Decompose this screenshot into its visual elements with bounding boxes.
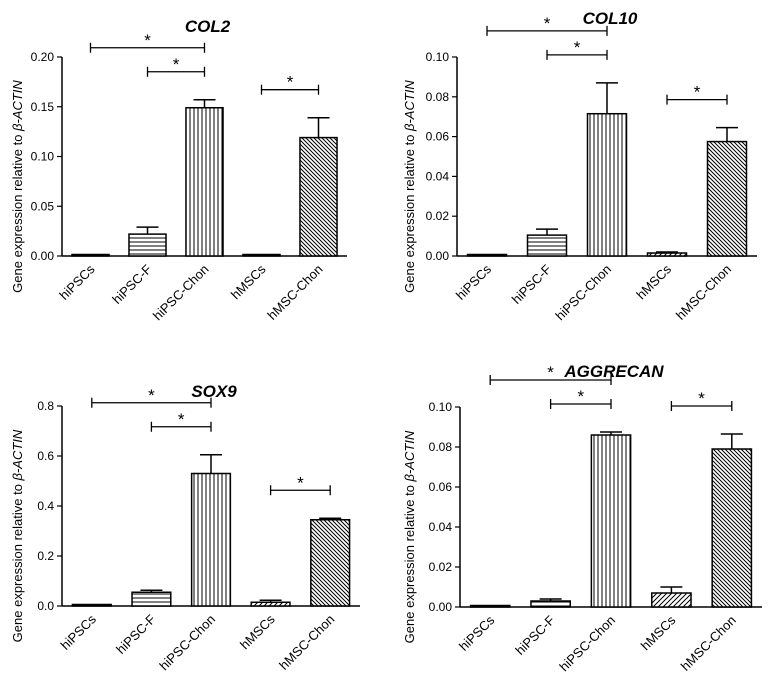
bar: [646, 252, 688, 257]
significance-star: *: [698, 389, 705, 408]
y-tick-label: 0.20: [31, 50, 55, 64]
bar: [706, 140, 748, 257]
bar: [466, 253, 508, 257]
bar: [590, 434, 632, 608]
x-category-label: hiPSC-F: [512, 612, 557, 657]
chart-title: AGGRECAN: [563, 362, 664, 381]
x-category-label: hMSC-Chon: [678, 613, 739, 674]
y-axis-label-gene: β-ACTIN: [402, 430, 417, 482]
y-tick-label: 0.2: [37, 549, 54, 563]
y-tick-label: 0.8: [37, 399, 54, 413]
significance-star: *: [694, 83, 701, 102]
y-tick-label: 0.00: [429, 600, 453, 614]
x-category-label: hiPSC-F: [509, 261, 554, 306]
bar: [310, 519, 351, 607]
y-tick-label: 0.10: [429, 400, 453, 414]
bar: [651, 592, 692, 608]
y-axis-label: Gene expression relative to β-ACTIN: [10, 429, 25, 642]
significance-star: *: [577, 387, 584, 406]
bar: [185, 106, 224, 257]
y-tick-label: 0.04: [426, 169, 450, 183]
x-category-label: hiPSCs: [453, 261, 495, 303]
x-category-label: hiPSC-Chon: [556, 613, 618, 675]
y-axis-label-prefix: Gene expression relative to: [10, 131, 25, 293]
y-tick-label: 0.10: [426, 50, 450, 64]
y-tick-label: 0.02: [429, 560, 453, 574]
x-category-label: hiPSCs: [456, 612, 498, 654]
bar: [711, 448, 753, 608]
y-tick-label: 0.00: [31, 249, 55, 263]
significance-star: *: [178, 410, 185, 429]
y-axis-label-prefix: Gene expression relative to: [10, 480, 25, 642]
y-axis-label-gene: β-ACTIN: [10, 80, 25, 132]
bar: [242, 253, 281, 257]
y-axis-label: Gene expression relative to β-ACTIN: [10, 80, 25, 293]
y-tick-label: 0.08: [429, 440, 453, 454]
significance-star: *: [287, 73, 294, 92]
bar: [469, 604, 511, 608]
y-axis-label-gene: β-ACTIN: [10, 429, 25, 481]
x-category-label: hiPSC-F: [109, 261, 154, 306]
x-category-label: hiPSCs: [56, 261, 98, 303]
bar: [190, 472, 232, 607]
x-category-label: hMSCs: [633, 261, 674, 302]
significance-star: *: [297, 473, 304, 492]
bar: [131, 591, 172, 607]
x-category-label: hiPSC-Chon: [156, 612, 218, 674]
x-category-label: hMSC-Chon: [673, 262, 734, 323]
y-tick-label: 0.15: [31, 100, 55, 114]
y-tick-label: 0.00: [426, 249, 450, 263]
y-tick-label: 0.04: [429, 520, 453, 534]
bar: [250, 601, 291, 607]
significance-star: *: [148, 386, 155, 405]
y-axis-label-prefix: Gene expression relative to: [402, 131, 417, 293]
chart-panel-sox9: SOX9 Gene expression relative to β-ACTIN 0…: [10, 382, 360, 673]
x-category-label: hiPSC-Chon: [150, 262, 212, 324]
chart-panel-col10: COL10 Gene expression relative to β-ACTIN…: [402, 9, 757, 323]
y-tick-label: 0.10: [31, 150, 55, 164]
x-category-label: hiPSC-Chon: [552, 262, 614, 324]
y-tick-label: 0.06: [426, 130, 450, 144]
bar: [299, 136, 338, 257]
significance-star: *: [574, 38, 581, 57]
significance-star: *: [547, 363, 554, 382]
significance-star: *: [144, 31, 151, 50]
x-category-label: hMSC-Chon: [264, 262, 325, 323]
x-category-label: hMSCs: [638, 612, 679, 653]
y-tick-label: 0.4: [37, 499, 54, 513]
significance-star: *: [173, 55, 180, 74]
y-tick-label: 0.05: [31, 199, 55, 213]
y-tick-label: 0.08: [426, 90, 450, 104]
y-axis-label-gene: β-ACTIN: [402, 80, 417, 132]
y-tick-label: 0.06: [429, 480, 453, 494]
bar: [530, 600, 571, 608]
chart-title: COL10: [583, 9, 638, 28]
y-axis-label: Gene expression relative to β-ACTIN: [402, 430, 417, 643]
y-axis-label-prefix: Gene expression relative to: [402, 481, 417, 643]
bar: [71, 253, 110, 257]
x-category-label: hiPSC-F: [113, 611, 158, 656]
y-tick-label: 0.0: [37, 599, 54, 613]
y-tick-label: 0.02: [426, 209, 450, 223]
x-category-label: hMSC-Chon: [276, 612, 337, 673]
bar: [586, 112, 628, 257]
x-category-label: hiPSCs: [58, 611, 100, 653]
significance-star: *: [544, 14, 551, 33]
y-tick-label: 0.6: [37, 449, 54, 463]
y-axis-label: Gene expression relative to β-ACTIN: [402, 80, 417, 293]
chart-title: SOX9: [191, 382, 237, 401]
bar: [128, 233, 167, 257]
chart-panel-aggrecan: AGGRECAN Gene expression relative to β-AC…: [402, 362, 762, 674]
chart-panel-col2: COL2 Gene expression relative to β-ACTIN 0…: [10, 17, 347, 323]
chart-title: COL2: [185, 17, 231, 36]
bar: [526, 234, 568, 257]
x-category-label: hMSCs: [228, 261, 269, 302]
x-category-label: hMSCs: [237, 611, 278, 652]
bar: [71, 603, 112, 607]
